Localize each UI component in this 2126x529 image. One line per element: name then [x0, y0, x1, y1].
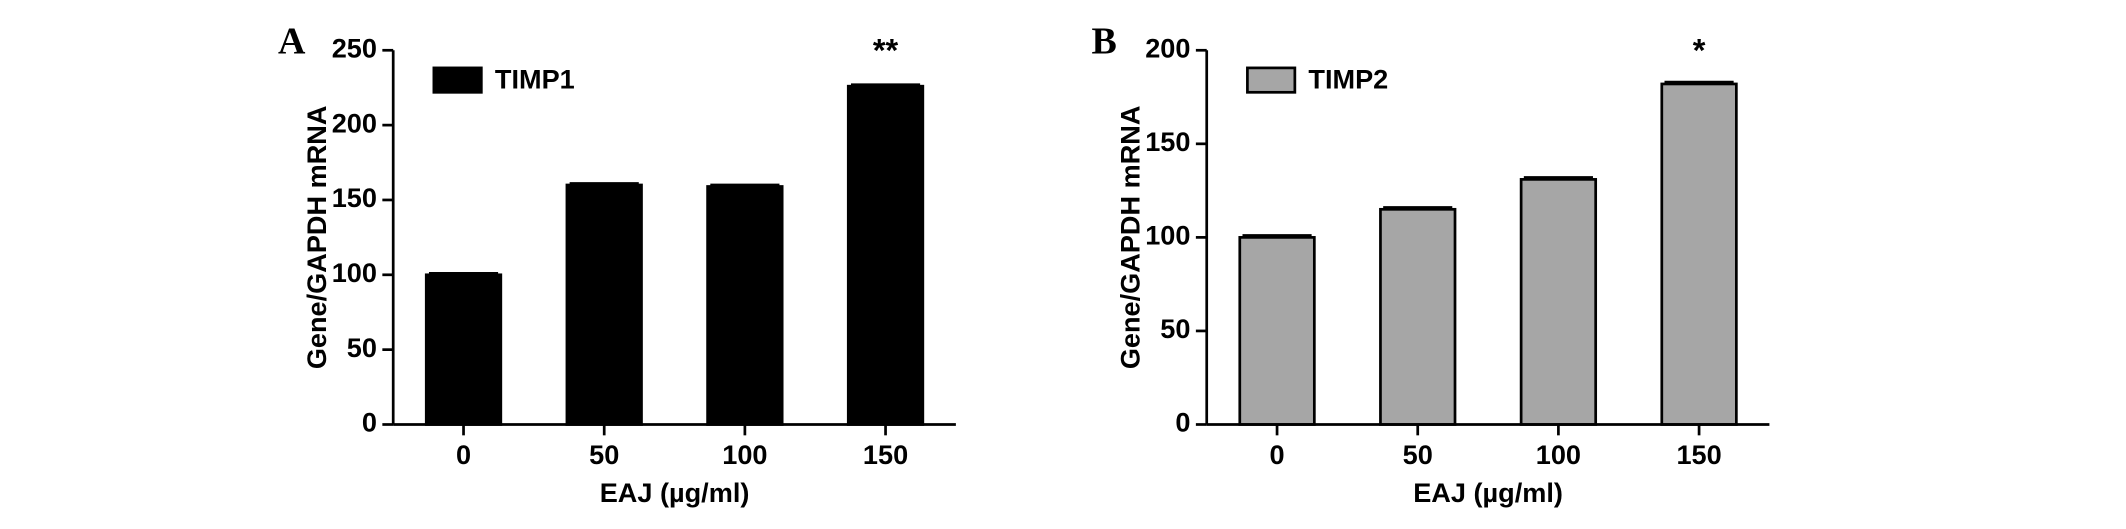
legend-swatch — [1246, 66, 1297, 94]
x-tick-label: 0 — [456, 439, 471, 470]
x-tick-label: 100 — [722, 439, 767, 470]
bar — [565, 183, 643, 426]
y-tick-label: 0 — [1175, 407, 1190, 438]
x-tick-label: 50 — [1403, 439, 1433, 470]
x-tick-label: 0 — [1270, 439, 1285, 470]
x-axis-label: EAJ (µg/ml) — [1413, 477, 1563, 508]
y-tick-label: 0 — [362, 407, 377, 438]
x-tick-label: 50 — [589, 439, 619, 470]
y-tick-label: 200 — [1145, 32, 1190, 63]
error-bar — [428, 271, 499, 275]
x-tick-label: 150 — [863, 439, 908, 470]
y-axis-label: Gene/GAPDH mRNA — [301, 106, 332, 370]
x-axis-label: EAJ (µg/ml) — [600, 477, 750, 508]
error-bar — [1383, 206, 1453, 210]
error-bar — [1242, 234, 1312, 238]
y-tick-label: 150 — [1145, 126, 1190, 157]
y-tick-label: 50 — [1160, 313, 1190, 344]
y-tick-label: 100 — [1145, 220, 1190, 251]
bar — [1519, 178, 1598, 426]
error-bar — [1664, 80, 1734, 84]
bar — [846, 84, 925, 426]
y-tick-label: 100 — [332, 257, 377, 288]
x-tick-label: 150 — [1676, 439, 1721, 470]
error-bar — [569, 182, 639, 185]
annotation: ** — [873, 33, 899, 69]
y-tick-label: 250 — [332, 32, 377, 63]
bar — [706, 185, 784, 426]
error-bar — [850, 83, 921, 87]
panel-label: A — [278, 21, 306, 63]
legend-swatch — [432, 66, 483, 94]
bar — [1379, 207, 1457, 426]
y-tick-label: 200 — [332, 107, 377, 138]
bar — [1660, 82, 1738, 426]
bar — [1238, 236, 1316, 426]
legend-label: TIMP1 — [495, 64, 575, 95]
x-tick-label: 100 — [1536, 439, 1581, 470]
error-bar — [710, 183, 780, 187]
bar — [424, 273, 503, 426]
error-bar — [1523, 176, 1593, 180]
panel-label: B — [1091, 21, 1116, 63]
y-axis-label: Gene/GAPDH mRNA — [1114, 106, 1145, 370]
y-tick-label: 150 — [332, 182, 377, 213]
y-tick-label: 50 — [347, 332, 377, 363]
legend-label: TIMP2 — [1308, 64, 1388, 95]
annotation: * — [1693, 33, 1706, 69]
